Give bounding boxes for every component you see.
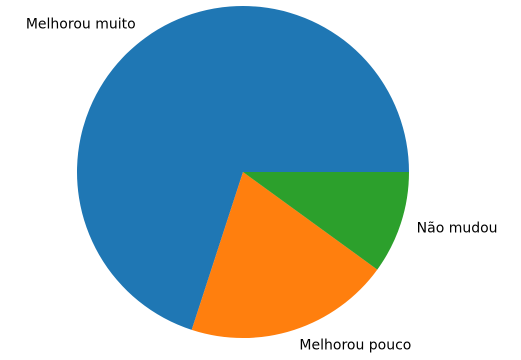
pie-labels: Melhorou muito Melhorou pouco Não mudou	[26, 16, 498, 353]
pie-label-1: Melhorou muito	[26, 16, 136, 32]
pie-slices	[76, 6, 410, 339]
pie-slice-2	[191, 172, 378, 339]
pie-label-3: Não mudou	[417, 220, 498, 236]
pie-slice-3	[243, 172, 409, 270]
pie-label-2: Melhorou pouco	[299, 338, 411, 354]
pie-slice-1	[76, 6, 410, 330]
